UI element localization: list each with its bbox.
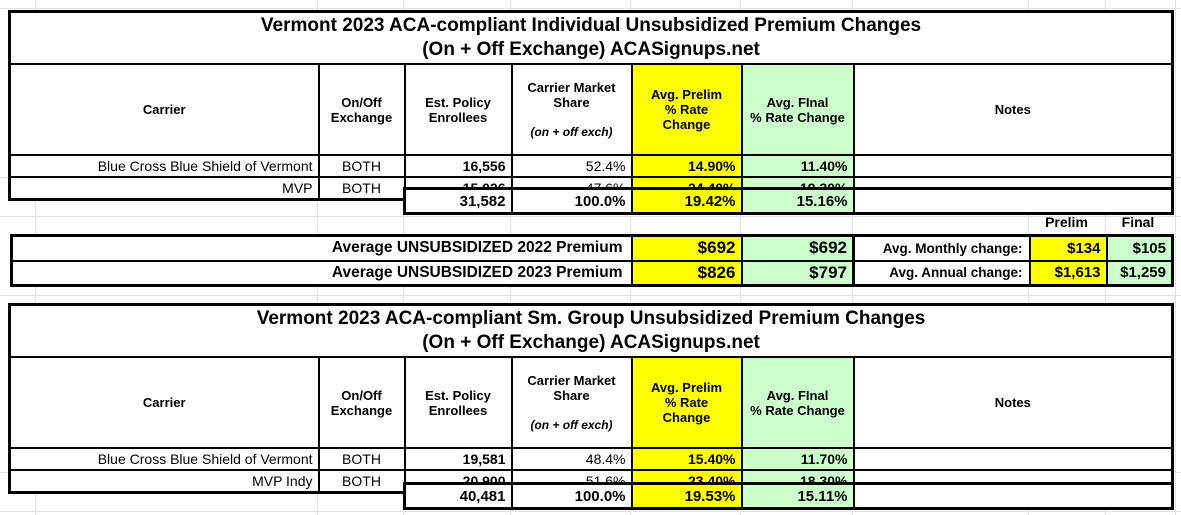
total-enrollees: 31,582 [403, 187, 513, 215]
cell-exchange: BOTH [317, 176, 406, 201]
total-prelim-rate: 19.53% [630, 482, 743, 510]
cell-carrier: MVP [8, 176, 320, 201]
header-market-share-main: Carrier Market Share [527, 373, 616, 403]
total-notes [852, 187, 1174, 215]
premium-summary-table: Average UNSUBSIDIZED 2022 Premium $692 $… [10, 234, 855, 287]
individual-total-row: 31,582 100.0% 19.42% 15.16% [403, 187, 1174, 215]
header-market-share: Carrier Market Share (on + off exch) [510, 63, 633, 156]
table1-title: Vermont 2023 ACA-compliant Individual Un… [8, 10, 1174, 65]
table1-title-line2: (On + Off Exchange) ACASignups.net [422, 39, 760, 60]
small-group-table: Vermont 2023 ACA-compliant Sm. Group Uns… [8, 303, 1175, 494]
header-exchange: On/Off Exchange [317, 63, 406, 156]
change-prelim-value: $1,613 [1028, 259, 1108, 287]
table-row: Average UNSUBSIDIZED 2023 Premium $826 $… [10, 259, 855, 287]
premium-label: Average UNSUBSIDIZED 2022 Premium [10, 234, 633, 262]
cell-notes [852, 447, 1174, 471]
final-column-label: Final [1121, 214, 1155, 230]
cell-market-share: 48.4% [510, 447, 633, 471]
header-final-rate: Avg. FInal % Rate Change [740, 356, 855, 449]
change-final-value: $1,259 [1105, 259, 1174, 287]
change-summary-table: Avg. Monthly change: $134 $105 Avg. Annu… [852, 234, 1174, 287]
cell-carrier: MVP Indy [8, 469, 320, 494]
header-market-share-main: Carrier Market Share [527, 80, 616, 110]
header-carrier: Carrier [8, 356, 320, 449]
cell-final-rate: 11.70% [740, 447, 855, 471]
header-market-share-sub: (on + off exch) [530, 125, 613, 139]
cell-market-share: 52.4% [510, 154, 633, 178]
prelim-column-label: Prelim [1045, 214, 1088, 230]
change-final-value: $105 [1105, 234, 1174, 262]
table-row: Average UNSUBSIDIZED 2022 Premium $692 $… [10, 234, 855, 262]
premium-final-value: $797 [740, 259, 855, 287]
premium-prelim-value: $826 [630, 259, 743, 287]
table-row: Blue Cross Blue Shield of Vermont BOTH 1… [8, 447, 1174, 471]
premium-label: Average UNSUBSIDIZED 2023 Premium [10, 259, 633, 287]
header-exchange: On/Off Exchange [317, 356, 406, 449]
header-carrier: Carrier [8, 63, 320, 156]
individual-market-table: Vermont 2023 ACA-compliant Individual Un… [8, 10, 1175, 201]
total-enrollees: 40,481 [403, 482, 513, 510]
premium-final-value: $692 [740, 234, 855, 262]
cell-notes [852, 154, 1174, 178]
header-final-rate: Avg. FInal % Rate Change [740, 63, 855, 156]
small-group-total-row: 40,481 100.0% 19.53% 15.11% [403, 482, 1174, 510]
cell-final-rate: 11.40% [740, 154, 855, 178]
cell-enrollees: 19,581 [403, 447, 513, 471]
cell-carrier: Blue Cross Blue Shield of Vermont [8, 447, 320, 471]
total-prelim-rate: 19.42% [630, 187, 743, 215]
table-row: Avg. Monthly change: $134 $105 [852, 234, 1174, 262]
table-row: Blue Cross Blue Shield of Vermont BOTH 1… [8, 154, 1174, 178]
change-label: Avg. Monthly change: [852, 234, 1031, 262]
change-prelim-value: $134 [1028, 234, 1108, 262]
header-enrollees: Est. Policy Enrollees [403, 356, 513, 449]
change-label: Avg. Annual change: [852, 259, 1031, 287]
table2-title-line1: Vermont 2023 ACA-compliant Sm. Group Uns… [256, 308, 926, 329]
header-enrollees: Est. Policy Enrollees [403, 63, 513, 156]
cell-enrollees: 16,556 [403, 154, 513, 178]
cell-exchange: BOTH [317, 469, 406, 494]
header-notes: Notes [852, 63, 1174, 156]
total-notes [852, 482, 1174, 510]
header-prelim-rate: Avg. Prelim % Rate Change [630, 63, 743, 156]
header-market-share: Carrier Market Share (on + off exch) [510, 356, 633, 449]
header-notes: Notes [852, 356, 1174, 449]
header-prelim-rate: Avg. Prelim % Rate Change [630, 356, 743, 449]
cell-exchange: BOTH [317, 447, 406, 471]
total-market-share: 100.0% [510, 187, 633, 215]
total-final-rate: 15.11% [740, 482, 855, 510]
premium-prelim-value: $692 [630, 234, 743, 262]
total-final-rate: 15.16% [740, 187, 855, 215]
cell-prelim-rate: 15.40% [630, 447, 743, 471]
table2-title-line2: (On + Off Exchange) ACASignups.net [422, 332, 760, 353]
table2-title: Vermont 2023 ACA-compliant Sm. Group Uns… [8, 303, 1174, 358]
total-market-share: 100.0% [510, 482, 633, 510]
cell-carrier: Blue Cross Blue Shield of Vermont [8, 154, 320, 178]
cell-exchange: BOTH [317, 154, 406, 178]
cell-prelim-rate: 14.90% [630, 154, 743, 178]
table1-title-line1: Vermont 2023 ACA-compliant Individual Un… [260, 15, 922, 36]
header-market-share-sub: (on + off exch) [530, 418, 613, 432]
table-row: Avg. Annual change: $1,613 $1,259 [852, 259, 1174, 287]
